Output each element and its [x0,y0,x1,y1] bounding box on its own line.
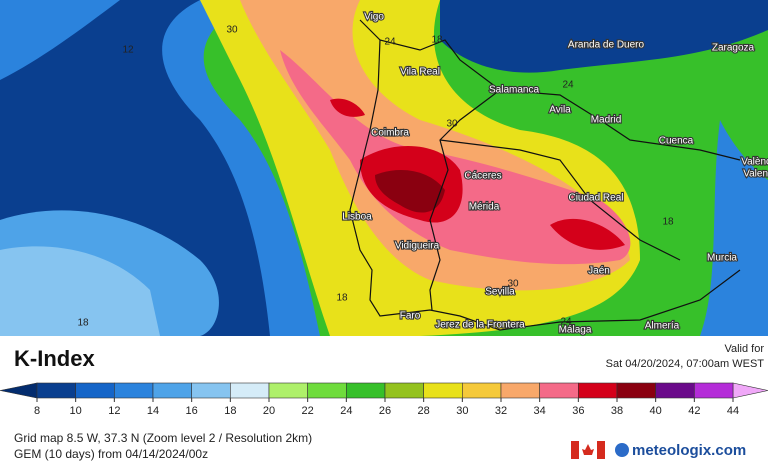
contour-label: 30 [446,119,458,130]
city-label: Aranda de Duero [568,40,645,51]
ocean-nw [0,0,120,80]
tick-label: 18 [224,405,236,417]
tick-label: 34 [534,405,546,417]
map [0,0,768,336]
city-label: Cáceres [464,171,501,182]
tick-label: 42 [688,405,700,417]
grid-info: Grid map 8.5 W, 37.3 N (Zoom level 2 / R… [14,431,312,445]
model-info: GEM (10 days) from 04/14/2024/00z [14,447,208,461]
city-label: Almería [645,321,680,332]
color-bin [346,382,386,399]
tick-label: 20 [263,405,275,417]
contour-label: 24 [384,37,396,48]
tick-label: 38 [611,405,623,417]
panel [0,336,768,463]
city-label: Avila [549,105,571,116]
tick-label: 30 [456,405,468,417]
contour-labels: 30 12 24 18 24 30 18 18 18 30 24 [77,25,674,329]
city-label: Cuenca [659,136,694,147]
city-label: Vigo [364,12,384,23]
city-label: Ciudad Real [568,193,623,204]
colorbar: 8 10 12 14 16 18 20 22 24 26 28 30 32 34 36 38 40 42 44 [0,382,768,417]
contour-label: 24 [562,80,574,91]
valid-label: Valid for [724,343,764,355]
contour-label: 18 [336,293,348,304]
tick-label: 10 [70,405,82,417]
city-label: Murcia [707,253,737,264]
color-bin [268,382,308,399]
tick-label: 32 [495,405,507,417]
brand[interactable]: meteologix.com [632,442,746,459]
tick-label: 24 [340,405,352,417]
flag [571,441,605,459]
contour-label: 30 [226,25,238,36]
city-label: Salamanca [489,85,539,96]
color-bin [500,382,540,399]
color-bin [578,382,618,399]
color-bin [539,382,579,399]
tick-label: 14 [147,405,159,417]
contour-label: 24 [560,317,572,328]
brand-icon [615,443,629,457]
contour-label: 30 [507,279,519,290]
hot-zone [280,50,631,265]
tick-label: 44 [727,405,739,417]
color-bin [462,382,502,399]
tick-label: 36 [572,405,584,417]
peak [375,170,445,213]
title: K-Index [14,346,95,371]
city-label: Coimbra [371,128,409,139]
city-label: Jaén [588,266,610,277]
color-bin [230,382,270,399]
hot-south [550,218,625,250]
city-label: Lisboa [342,212,372,223]
tick-label: 12 [108,405,120,417]
borders [349,19,741,331]
city-label: Faro [400,311,421,322]
contour-label: 12 [122,45,134,56]
city-label: Vila Real [400,67,440,78]
color-bin [152,382,192,399]
city-label: Sevilla [485,287,515,298]
color-bin [307,382,347,399]
ocean-sw-light [0,246,160,336]
bay [440,0,768,73]
med [700,120,768,336]
valid-time: Sat 04/20/2024, 07:00am WEST [606,358,765,370]
contour-label: 18 [77,318,89,329]
tick-label: 16 [186,405,198,417]
color-bin [384,382,424,399]
contour-label: 18 [431,35,443,46]
color-bin [655,382,695,399]
tick-label: 22 [302,405,314,417]
hot-north [330,98,365,117]
color-bin [423,382,463,399]
tick-label: 40 [650,405,662,417]
city-label: València [741,157,768,168]
color-bin [114,382,154,399]
color-bin [36,382,76,399]
tick-label: 26 [379,405,391,417]
color-bin [75,382,115,399]
city-labels: Vigo Vila Real Salamanca Aranda de Duero Zar… [341,11,768,337]
city-label: Jerez de la Frontera [435,320,525,331]
city-label: Zaragoza [712,43,755,54]
tick-label: 8 [34,405,40,417]
city-label: Valencia [743,169,768,180]
city-label: Madrid [591,115,622,126]
color-bin [191,382,231,399]
contour-label: 18 [662,217,674,228]
city-label: Mérida [469,202,500,213]
city-label: Vidigueira [395,241,440,252]
color-bin [694,382,734,399]
color-bin [616,382,656,399]
tick-label: 28 [418,405,430,417]
city-label: Málaga [559,325,592,336]
